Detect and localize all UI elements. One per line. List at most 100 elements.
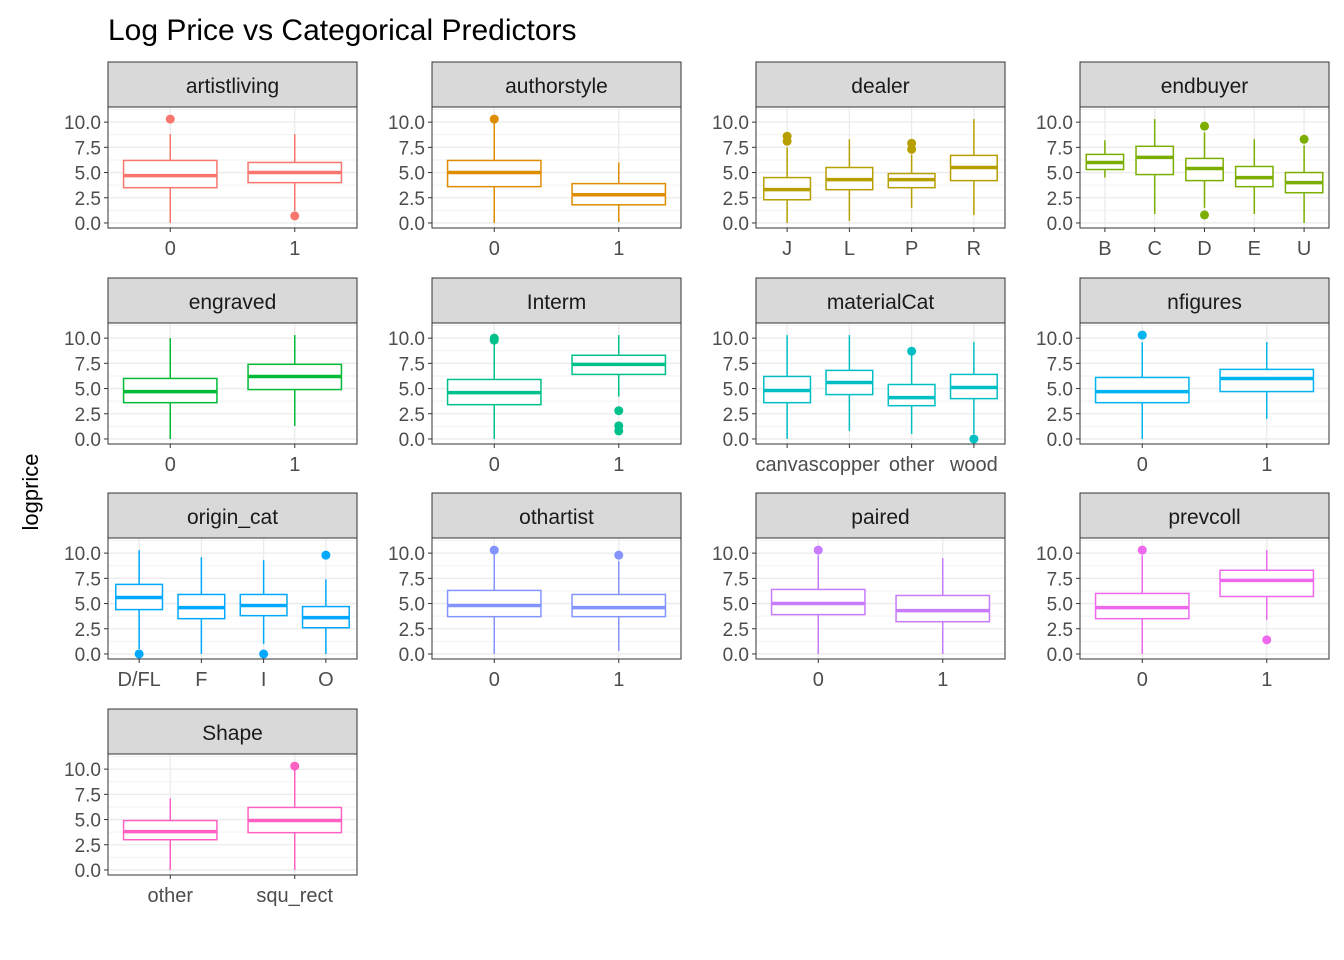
outlier-point <box>321 550 331 560</box>
facet-panel-paired: paired 0.0 2.5 5.0 7.5 10.0 0 1 <box>712 492 1006 691</box>
box-L <box>825 139 874 221</box>
box-0 <box>122 338 218 439</box>
x-tick-label: wood <box>949 454 998 476</box>
y-tick-label: 2.5 <box>723 189 749 210</box>
x-tick-label: squ_rect <box>256 885 333 907</box>
facet-strip <box>107 277 358 324</box>
x-tick-label: 0 <box>165 454 176 476</box>
y-tick-label: 5.0 <box>399 380 425 401</box>
box-1 <box>895 558 991 654</box>
box-iqr <box>1135 145 1175 176</box>
outlier-point <box>614 550 624 560</box>
x-tick-label: C <box>1147 238 1161 260</box>
y-tick-label: 5.0 <box>75 595 101 616</box>
box-0 <box>1094 330 1190 439</box>
panel-border <box>755 322 1006 445</box>
x-tick-label: 0 <box>489 669 500 691</box>
panel-border <box>107 753 358 876</box>
x-tick-label: other <box>889 454 935 476</box>
box-E <box>1234 139 1274 214</box>
y-tick-label: 0.0 <box>75 645 101 666</box>
y-tick-label: 7.5 <box>723 138 749 159</box>
y-tick-label: 5.0 <box>723 164 749 185</box>
x-tick-label: F <box>195 669 207 691</box>
outlier-point <box>489 545 499 555</box>
outlier-point <box>290 761 300 771</box>
facet-panel-authorstyle: authorstyle 0.0 2.5 5.0 7.5 10.0 0 1 <box>388 61 682 260</box>
box-D <box>1185 121 1224 220</box>
y-tick-label: 10.0 <box>64 329 101 350</box>
y-tick-label: 7.5 <box>75 785 101 806</box>
facet-strip <box>1079 61 1330 108</box>
outlier-point <box>813 545 823 555</box>
outlier-point <box>614 426 624 436</box>
box-1 <box>247 335 343 426</box>
outlier-point <box>165 114 175 124</box>
y-tick-label: 0.0 <box>75 214 101 235</box>
box-0 <box>446 114 542 223</box>
y-tick-label: 2.5 <box>75 189 101 210</box>
facet-strip <box>755 492 1006 539</box>
y-axis-label: logprice <box>18 453 43 530</box>
box-0 <box>1094 545 1190 654</box>
y-tick-label: 5.0 <box>399 595 425 616</box>
y-tick-label: 10.0 <box>388 544 425 565</box>
outlier-point <box>969 434 979 444</box>
y-tick-label: 7.5 <box>75 138 101 159</box>
facet-panel-dealer: dealer 0.0 2.5 5.0 7.5 10.0 J L P R <box>712 61 1006 260</box>
facet-panel-endbuyer: endbuyer 0.0 2.5 5.0 7.5 10.0 B C D E U <box>1036 61 1330 260</box>
x-tick-label: 0 <box>1137 669 1148 691</box>
x-tick-label: copper <box>819 454 880 476</box>
facet-panel-shape: Shape 0.0 2.5 5.0 7.5 10.0 other squ_rect <box>64 708 358 907</box>
y-tick-label: 7.5 <box>75 354 101 375</box>
panel-border <box>1079 322 1330 445</box>
y-tick-label: 10.0 <box>1036 329 1073 350</box>
y-tick-label: 2.5 <box>75 405 101 426</box>
facet-strip <box>755 277 1006 324</box>
box-1 <box>571 335 667 436</box>
x-tick-label: 1 <box>1261 669 1272 691</box>
x-tick-label: 0 <box>489 454 500 476</box>
box-O <box>301 550 350 654</box>
x-tick-label: U <box>1297 238 1311 260</box>
y-tick-label: 5.0 <box>723 380 749 401</box>
outlier-point <box>1200 121 1209 131</box>
facet-strip <box>431 492 682 539</box>
outlier-point <box>134 649 144 659</box>
x-tick-label: 0 <box>165 238 176 260</box>
y-tick-label: 5.0 <box>1047 380 1073 401</box>
chart-title: Log Price vs Categorical Predictors <box>108 14 577 47</box>
facet-strip <box>107 492 358 539</box>
outlier-point <box>1262 635 1272 645</box>
x-tick-label: E <box>1248 238 1261 260</box>
box-wood <box>949 342 998 444</box>
x-tick-label: canvas <box>755 454 818 476</box>
facet-panel-interm: Interm 0.0 2.5 5.0 7.5 10.0 0 1 <box>388 277 682 476</box>
y-tick-label: 0.0 <box>1047 645 1073 666</box>
facet-strip-label: origin_cat <box>187 506 278 529</box>
box-F <box>177 557 226 654</box>
y-tick-label: 7.5 <box>399 569 425 590</box>
box-other <box>122 798 218 870</box>
y-tick-label: 0.0 <box>399 214 425 235</box>
box-iqr <box>887 383 936 407</box>
x-tick-label: D <box>1197 238 1211 260</box>
box-B <box>1085 140 1125 178</box>
x-tick-label: 0 <box>813 669 824 691</box>
facet-panel-origin_cat: origin_cat 0.0 2.5 5.0 7.5 10.0 D/FL F I O <box>64 492 358 691</box>
outlier-point <box>907 138 917 148</box>
y-tick-label: 0.0 <box>399 645 425 666</box>
y-tick-label: 2.5 <box>723 405 749 426</box>
box-U <box>1284 134 1324 223</box>
x-tick-label: R <box>967 238 981 260</box>
x-tick-label: D/FL <box>117 669 160 691</box>
box-1 <box>247 134 343 221</box>
panel-border <box>107 537 358 660</box>
outlier-point <box>614 406 624 416</box>
y-tick-label: 0.0 <box>75 861 101 882</box>
facet-strip-label: dealer <box>851 75 909 98</box>
facet-panel-materialcat: materialCat 0.0 2.5 5.0 7.5 10.0 canvas copper o… <box>712 277 1006 476</box>
facet-panel-artistliving: artistliving 0.0 2.5 5.0 7.5 10.0 0 1 <box>64 61 358 260</box>
y-tick-label: 2.5 <box>1047 405 1073 426</box>
